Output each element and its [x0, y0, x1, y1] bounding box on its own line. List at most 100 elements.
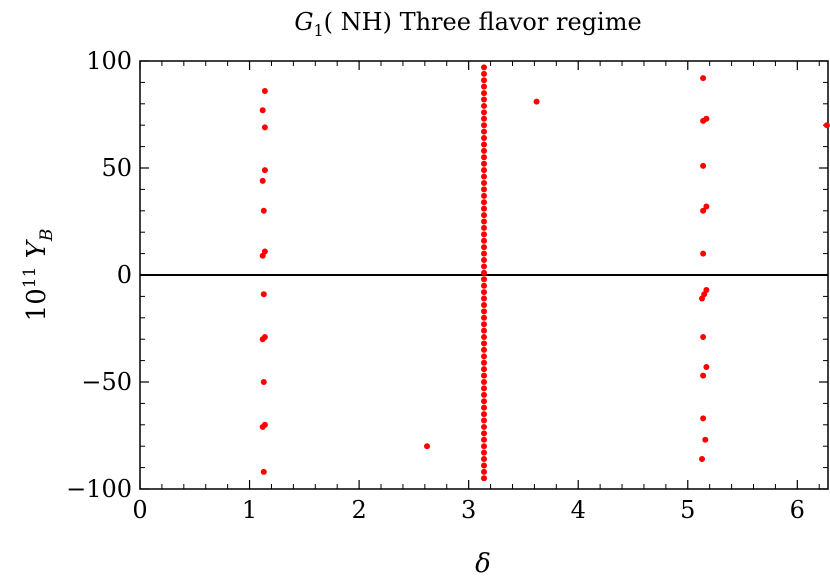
data-point [481, 109, 487, 116]
data-point [481, 276, 487, 283]
x-axis: 0 1 2 3 4 5 6 [132, 61, 820, 524]
data-point [481, 468, 487, 475]
data-point [261, 167, 268, 174]
data-point [700, 207, 707, 214]
data-point [260, 468, 267, 475]
title-subscript: 1 [313, 21, 323, 40]
data-point [700, 250, 707, 257]
data-point [481, 462, 487, 469]
data-point [700, 415, 707, 422]
data-points [259, 64, 830, 482]
data-point [261, 87, 268, 94]
data-point [481, 314, 487, 321]
data-point [481, 64, 487, 71]
data-point [259, 107, 266, 114]
x-axis-label: δ [475, 549, 491, 579]
data-point [481, 167, 487, 174]
data-point [481, 128, 487, 135]
data-point [699, 456, 706, 463]
data-point [481, 231, 487, 238]
data-point [261, 124, 268, 131]
x-tick-label: 1 [242, 496, 257, 524]
data-point [259, 423, 266, 430]
data-point [481, 379, 487, 385]
title-symbol: G [294, 8, 313, 36]
data-point [481, 237, 487, 244]
data-point [481, 346, 487, 353]
data-point [702, 436, 709, 443]
y-tick-label: 100 [86, 47, 132, 75]
data-point [260, 207, 267, 214]
x-tick-label: 2 [351, 496, 366, 524]
data-point [481, 160, 487, 167]
data-point [481, 224, 487, 231]
data-point [481, 70, 487, 77]
data-point [481, 263, 487, 270]
data-point [699, 295, 706, 302]
data-point [481, 257, 487, 264]
data-point [700, 75, 707, 82]
data-point [481, 385, 487, 392]
data-point [481, 475, 487, 482]
y-label-exponent: 11 [20, 267, 40, 289]
data-point [481, 449, 487, 456]
y-tick-label: 50 [101, 154, 132, 182]
title-rest: ( NH) Three flavor regime [324, 8, 642, 36]
data-point [481, 77, 487, 84]
data-point [481, 308, 487, 315]
data-point [481, 289, 487, 296]
data-point [481, 423, 487, 430]
data-point [481, 141, 487, 148]
data-point [481, 321, 487, 328]
data-point [481, 359, 487, 366]
data-point [481, 199, 487, 206]
data-point [481, 115, 487, 122]
data-point [533, 98, 540, 105]
data-point [481, 192, 487, 199]
y-tick-label: 0 [117, 261, 132, 289]
data-point [481, 96, 487, 103]
data-point [481, 398, 487, 405]
data-point [703, 115, 710, 122]
data-point [481, 436, 487, 443]
y-axis: −100 −50 0 50 100 [66, 47, 828, 503]
y-tick-label: −50 [81, 368, 132, 396]
data-point [481, 147, 487, 154]
data-point [481, 334, 487, 341]
data-point [481, 154, 487, 161]
data-point [823, 122, 830, 129]
y-label-base: 10 [22, 288, 52, 321]
data-point [481, 90, 487, 97]
data-point [481, 391, 487, 398]
data-point [700, 372, 707, 379]
x-tick-label: 0 [132, 496, 147, 524]
data-point [481, 430, 487, 437]
data-point [481, 366, 487, 373]
data-point [481, 417, 487, 424]
data-point [259, 336, 266, 343]
data-point [700, 334, 707, 341]
data-point [481, 186, 487, 193]
data-point [481, 456, 487, 463]
data-point [481, 102, 487, 109]
data-point [481, 250, 487, 257]
data-point [481, 404, 487, 411]
data-point [260, 291, 267, 298]
data-point [259, 177, 266, 184]
data-point [481, 340, 487, 347]
data-point [481, 205, 487, 212]
y-tick-label: −100 [66, 475, 132, 503]
data-point [481, 122, 487, 129]
x-tick-label: 4 [571, 496, 586, 524]
data-point [481, 218, 487, 225]
x-tick-label: 6 [790, 496, 805, 524]
data-point [481, 179, 487, 186]
data-point [481, 212, 487, 219]
data-point [481, 353, 487, 360]
x-tick-label: 5 [680, 496, 695, 524]
y-label-subscript: B [37, 229, 57, 243]
x-tick-label: 3 [461, 496, 476, 524]
data-point [481, 295, 487, 302]
data-point [703, 364, 710, 371]
